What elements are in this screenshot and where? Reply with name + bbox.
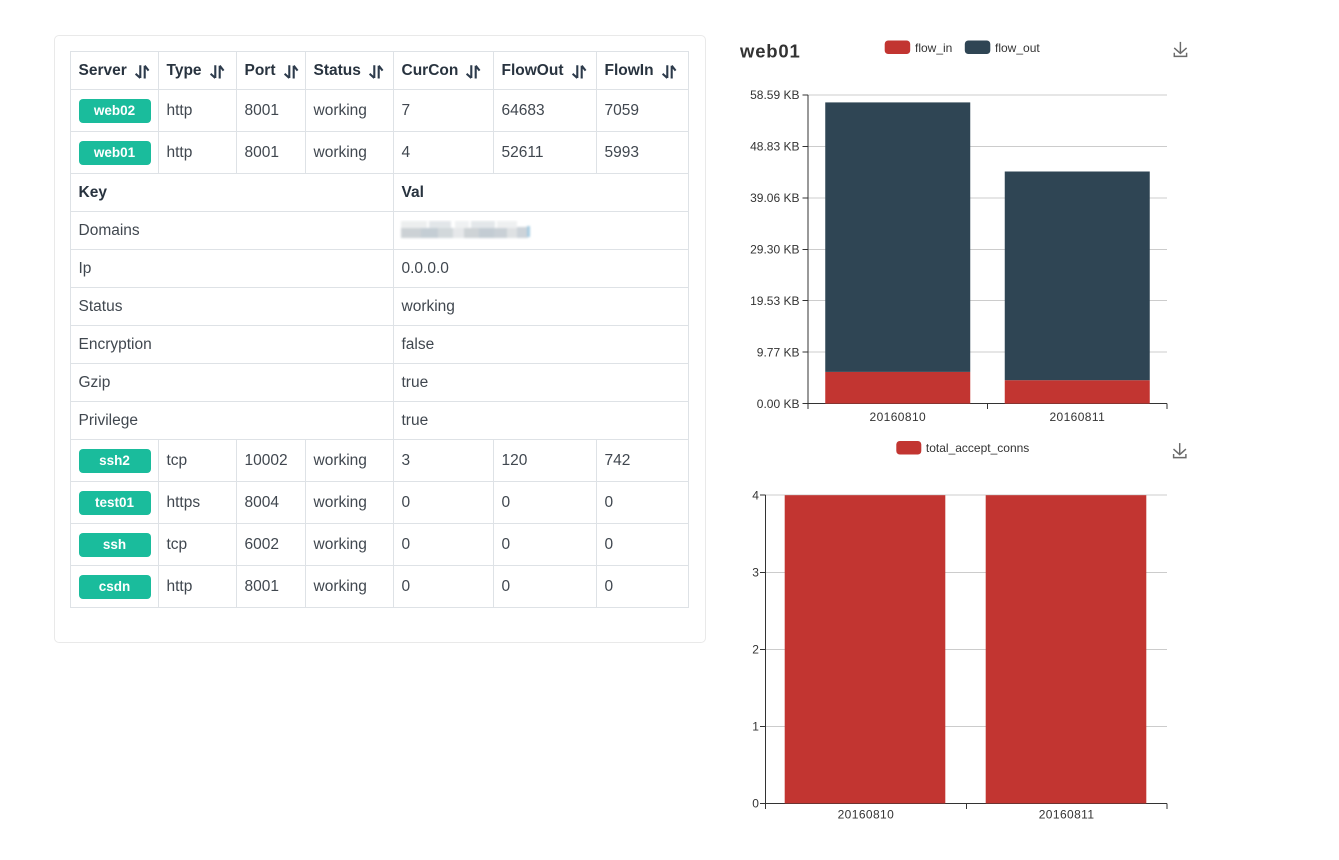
svg-text:total_accept_conns: total_accept_conns (926, 441, 1029, 455)
svg-text:20160810: 20160810 (838, 808, 895, 822)
svg-text:20160811: 20160811 (1039, 808, 1095, 822)
svg-text:9.77 KB: 9.77 KB (757, 345, 800, 359)
svg-text:19.53 KB: 19.53 KB (750, 294, 799, 308)
svg-text:0: 0 (752, 797, 759, 811)
svg-text:flow_out: flow_out (995, 41, 1040, 55)
svg-text:29.30 KB: 29.30 KB (750, 243, 799, 257)
svg-text:web01: web01 (739, 41, 801, 62)
svg-text:flow_in: flow_in (915, 41, 952, 55)
svg-text:1: 1 (752, 720, 759, 734)
svg-text:0.00 KB: 0.00 KB (757, 397, 800, 411)
svg-text:58.59 KB: 58.59 KB (750, 88, 799, 102)
svg-text:2: 2 (752, 643, 759, 657)
svg-text:3: 3 (752, 566, 759, 580)
svg-text:20160811: 20160811 (1049, 410, 1105, 424)
svg-text:48.83 KB: 48.83 KB (750, 140, 799, 154)
svg-text:39.06 KB: 39.06 KB (750, 191, 799, 205)
svg-text:4: 4 (752, 488, 759, 502)
svg-text:20160810: 20160810 (870, 410, 927, 424)
